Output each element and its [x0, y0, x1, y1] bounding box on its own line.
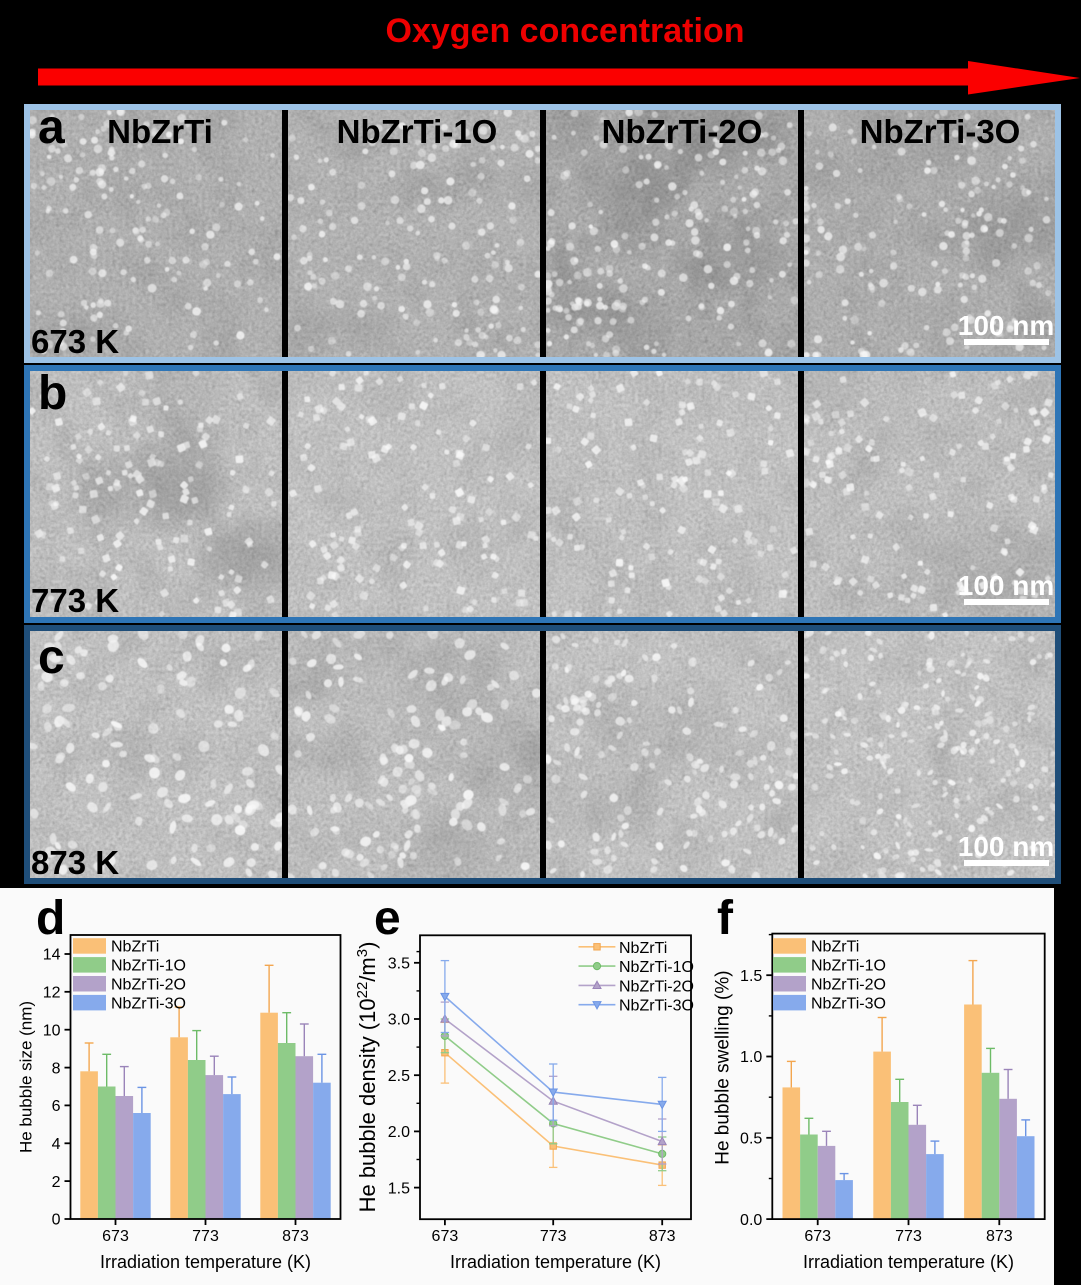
svg-text:673: 673 — [804, 1228, 831, 1245]
svg-text:Irradiation temperature (K): Irradiation temperature (K) — [803, 1252, 1014, 1272]
svg-text:1.5: 1.5 — [740, 968, 762, 985]
svg-text:NbZrTi: NbZrTi — [111, 939, 159, 956]
svg-text:NbZrTi-2O: NbZrTi-2O — [111, 977, 186, 994]
svg-text:3.0: 3.0 — [388, 1012, 410, 1029]
svg-text:0.5: 0.5 — [740, 1131, 762, 1148]
svg-text:NbZrTi-2O: NbZrTi-2O — [619, 978, 694, 995]
svg-text:14: 14 — [43, 947, 61, 964]
svg-text:873: 873 — [282, 1228, 309, 1245]
svg-text:NbZrTi-1O: NbZrTi-1O — [811, 958, 886, 975]
svg-text:2.5: 2.5 — [388, 1068, 410, 1085]
svg-text:4: 4 — [52, 1136, 61, 1153]
svg-text:673: 673 — [432, 1228, 459, 1245]
svg-text:0: 0 — [52, 1212, 61, 1229]
svg-text:773: 773 — [192, 1228, 219, 1245]
svg-text:NbZrTi-2O: NbZrTi-2O — [811, 977, 886, 994]
svg-text:2.0: 2.0 — [388, 1124, 410, 1141]
svg-text:10: 10 — [43, 1022, 61, 1039]
svg-text:He bubble swelling (%): He bubble swelling (%) — [713, 970, 734, 1164]
svg-text:NbZrTi-3O: NbZrTi-3O — [811, 995, 886, 1012]
svg-text:NbZrTi-3O: NbZrTi-3O — [619, 998, 694, 1015]
svg-text:NbZrTi-1O: NbZrTi-1O — [619, 959, 694, 976]
svg-text:He bubble size (nm): He bubble size (nm) — [17, 1001, 36, 1153]
svg-text:3.5: 3.5 — [388, 956, 410, 973]
svg-text:NbZrTi: NbZrTi — [619, 940, 667, 957]
svg-text:He bubble density (1022/m3): He bubble density (1022/m3) — [354, 942, 380, 1213]
svg-text:873: 873 — [986, 1228, 1013, 1245]
svg-text:0.0: 0.0 — [740, 1212, 762, 1229]
svg-text:8: 8 — [52, 1060, 61, 1077]
svg-text:773: 773 — [540, 1228, 567, 1245]
svg-text:NbZrTi: NbZrTi — [811, 939, 859, 956]
svg-text:Irradiation temperature (K): Irradiation temperature (K) — [100, 1252, 311, 1272]
svg-text:6: 6 — [52, 1098, 61, 1115]
svg-text:NbZrTi-3O: NbZrTi-3O — [111, 995, 186, 1012]
svg-text:NbZrTi-1O: NbZrTi-1O — [111, 958, 186, 975]
svg-text:12: 12 — [43, 985, 61, 1002]
svg-text:673: 673 — [102, 1228, 129, 1245]
svg-text:873: 873 — [649, 1228, 676, 1245]
svg-text:773: 773 — [895, 1228, 922, 1245]
svg-text:Irradiation temperature (K): Irradiation temperature (K) — [450, 1252, 661, 1272]
svg-text:2: 2 — [52, 1174, 61, 1191]
svg-text:1.5: 1.5 — [388, 1180, 410, 1197]
svg-text:1.0: 1.0 — [740, 1049, 762, 1066]
